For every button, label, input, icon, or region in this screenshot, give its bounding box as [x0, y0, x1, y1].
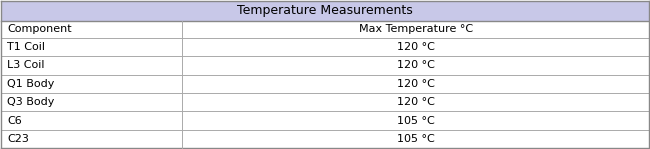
Text: Temperature Measurements: Temperature Measurements	[237, 4, 413, 17]
Text: T1 Coil: T1 Coil	[7, 42, 46, 52]
Text: C23: C23	[7, 134, 29, 144]
Text: 105 °C: 105 °C	[397, 134, 435, 144]
Text: Component: Component	[7, 24, 72, 34]
Bar	[1, 1, 649, 21]
Text: Q1 Body: Q1 Body	[7, 79, 55, 89]
Text: Max Temperature °C: Max Temperature °C	[359, 24, 473, 34]
Text: 105 °C: 105 °C	[397, 116, 435, 126]
Text: 120 °C: 120 °C	[397, 60, 435, 70]
Text: L3 Coil: L3 Coil	[7, 60, 45, 70]
Text: 120 °C: 120 °C	[397, 97, 435, 107]
Text: Q3 Body: Q3 Body	[7, 97, 55, 107]
Text: 120 °C: 120 °C	[397, 79, 435, 89]
Text: 120 °C: 120 °C	[397, 42, 435, 52]
Text: C6: C6	[7, 116, 22, 126]
